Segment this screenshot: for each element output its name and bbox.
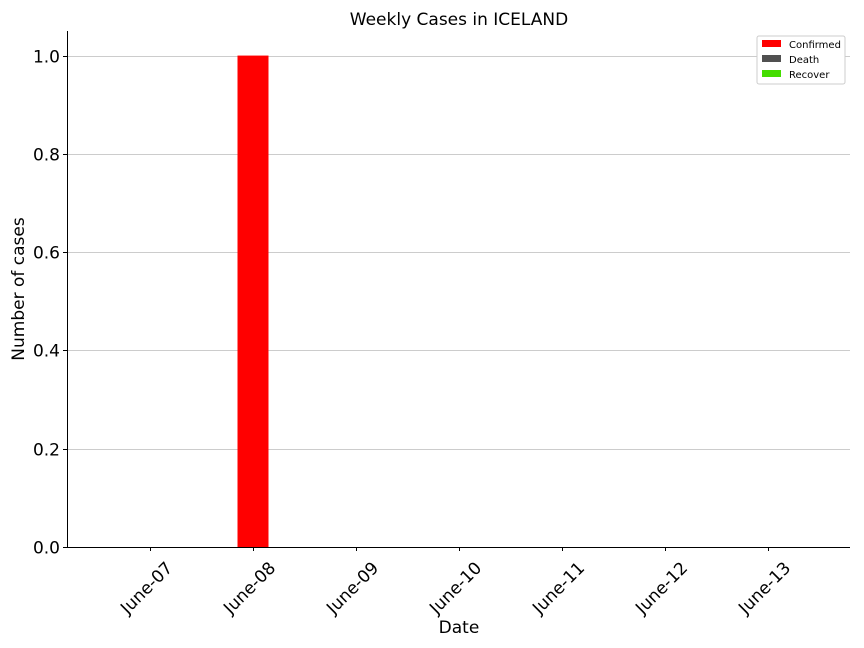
legend-label-death: Death: [789, 55, 819, 66]
x-ticks: June-07 June-08 June-09 June-10 June-11 June-…: [116, 547, 795, 619]
x-tick-label: June-13: [734, 558, 795, 619]
legend-swatch-recover: [762, 70, 781, 77]
y-tick-label: 0.6: [33, 244, 60, 264]
y-tick-label: 0.4: [33, 342, 60, 362]
x-tick-label: June-12: [631, 558, 692, 619]
x-tick-label: June-08: [219, 558, 280, 619]
y-tick-label: 0.2: [33, 441, 60, 461]
grid: [67, 56, 850, 450]
legend-label-recover: Recover: [789, 70, 830, 81]
legend-label-confirmed: Confirmed: [789, 40, 841, 51]
legend-swatch-confirmed: [762, 40, 781, 47]
x-tick-label: June-07: [116, 558, 177, 619]
x-tick-label: June-11: [528, 558, 589, 619]
y-axis-label: Number of cases: [9, 217, 29, 361]
chart-title: Weekly Cases in ICELAND: [350, 10, 568, 30]
axes: [67, 31, 850, 548]
y-tick-label: 0.0: [33, 539, 60, 559]
bar-confirmed-june-08: [237, 55, 269, 547]
x-tick-label: June-09: [322, 558, 383, 619]
x-axis-label: Date: [439, 618, 480, 638]
legend: Confirmed Death Recover: [756, 35, 846, 85]
bars: [237, 55, 269, 547]
legend-swatch-death: [762, 55, 781, 62]
y-tick-label: 0.8: [33, 146, 60, 166]
x-tick-label: June-10: [425, 558, 486, 619]
y-ticks: 0.0 0.2 0.4 0.6 0.8 1.0: [33, 48, 67, 559]
y-tick-label: 1.0: [33, 48, 60, 68]
